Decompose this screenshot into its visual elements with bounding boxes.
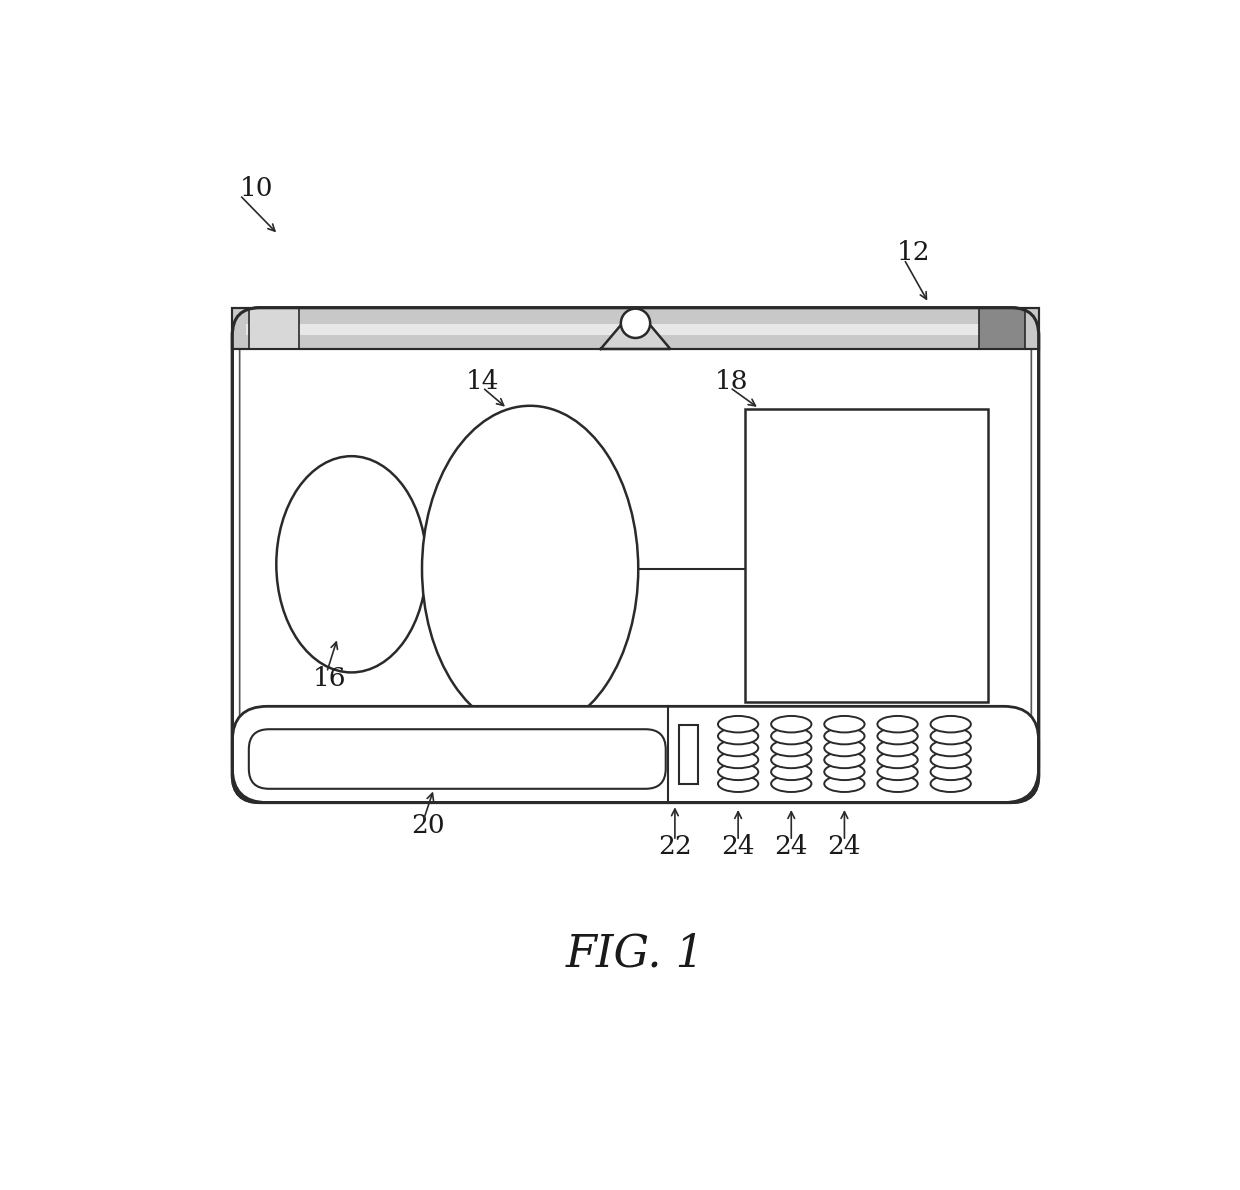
Text: 10: 10: [239, 176, 273, 201]
Ellipse shape: [422, 406, 639, 732]
Ellipse shape: [771, 776, 811, 793]
Ellipse shape: [825, 716, 864, 732]
Bar: [246, 324, 1025, 336]
Ellipse shape: [930, 764, 971, 781]
Text: 22: 22: [658, 834, 692, 859]
Ellipse shape: [718, 740, 759, 757]
Bar: [249, 308, 299, 349]
Ellipse shape: [771, 728, 811, 745]
Text: 18: 18: [715, 369, 749, 394]
Circle shape: [621, 308, 650, 338]
Ellipse shape: [718, 752, 759, 769]
Ellipse shape: [878, 764, 918, 781]
Ellipse shape: [878, 752, 918, 769]
Ellipse shape: [878, 740, 918, 757]
Ellipse shape: [718, 728, 759, 745]
Polygon shape: [600, 308, 671, 349]
Bar: [232, 308, 1039, 349]
Ellipse shape: [718, 776, 759, 793]
Text: FIG. 1: FIG. 1: [565, 932, 706, 976]
Text: 24: 24: [722, 834, 755, 859]
Ellipse shape: [930, 752, 971, 769]
Ellipse shape: [878, 728, 918, 745]
Bar: [232, 308, 1039, 349]
FancyBboxPatch shape: [232, 308, 1039, 802]
FancyBboxPatch shape: [249, 729, 666, 789]
FancyBboxPatch shape: [232, 707, 1039, 802]
Ellipse shape: [718, 764, 759, 781]
Ellipse shape: [825, 728, 864, 745]
Ellipse shape: [771, 740, 811, 757]
Bar: [980, 308, 1025, 349]
Ellipse shape: [930, 740, 971, 757]
Text: 14: 14: [466, 369, 500, 394]
Text: 16: 16: [312, 666, 346, 691]
Ellipse shape: [825, 740, 864, 757]
Text: 24: 24: [827, 834, 862, 859]
Text: 12: 12: [897, 240, 930, 265]
Ellipse shape: [718, 716, 759, 732]
Ellipse shape: [825, 764, 864, 781]
Ellipse shape: [771, 752, 811, 769]
Ellipse shape: [930, 728, 971, 745]
Text: 20: 20: [410, 813, 445, 838]
Ellipse shape: [930, 716, 971, 732]
Ellipse shape: [771, 716, 811, 732]
Ellipse shape: [878, 776, 918, 793]
Ellipse shape: [277, 456, 427, 672]
Ellipse shape: [878, 716, 918, 732]
Ellipse shape: [771, 764, 811, 781]
Bar: [745, 408, 988, 702]
Ellipse shape: [930, 776, 971, 793]
Text: 24: 24: [775, 834, 808, 859]
Bar: [680, 725, 698, 784]
Ellipse shape: [825, 752, 864, 769]
Ellipse shape: [825, 776, 864, 793]
